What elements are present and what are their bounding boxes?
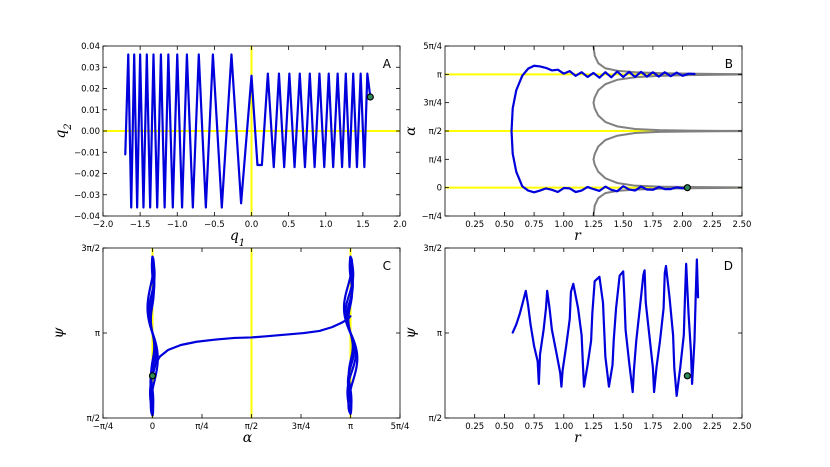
gray-boundary-curve bbox=[592, 130, 743, 189]
x-tick-label: 2.0 bbox=[393, 220, 407, 230]
panel-label: C bbox=[383, 259, 391, 273]
x-tick-label: 2.25 bbox=[703, 422, 722, 432]
gray-boundary-curve bbox=[592, 45, 743, 76]
y-tick-label: 3π/2 bbox=[81, 244, 100, 254]
y-tick-label: 0.00 bbox=[81, 127, 100, 137]
end-point-marker bbox=[148, 372, 157, 380]
end-point-marker bbox=[366, 93, 374, 101]
x-tick-label: −1.0 bbox=[167, 220, 188, 230]
y-tick-label: π bbox=[437, 70, 442, 80]
x-tick-label: 3π/4 bbox=[292, 422, 311, 432]
x-tick-label: 1.00 bbox=[554, 422, 573, 432]
y-tick-label: 0 bbox=[437, 184, 442, 194]
y-tick-label: 5π/4 bbox=[423, 42, 442, 52]
x-tick-label: 2.25 bbox=[703, 220, 722, 230]
y-tick-label: π bbox=[437, 329, 442, 339]
series-line-r-alpha bbox=[510, 64, 696, 194]
x-tick-label: 0.75 bbox=[525, 220, 544, 230]
x-tick-label: 1.75 bbox=[643, 220, 662, 230]
y-axis-label: q2 bbox=[53, 123, 74, 138]
x-tick-label: 1.75 bbox=[643, 422, 662, 432]
y-tick-label: 0.02 bbox=[81, 85, 100, 95]
x-axis-label: α bbox=[243, 430, 253, 446]
oscillation-bundle-line bbox=[347, 255, 354, 415]
x-tick-label: 0.0 bbox=[245, 220, 259, 230]
y-tick-label: π/4 bbox=[429, 155, 442, 165]
y-axis-label: α bbox=[403, 126, 419, 136]
panel-d: 0.25 0.50 0.75 1.00 1.25 1.50 1.75 2.00 2.25 2.50… bbox=[403, 244, 751, 446]
y-tick-label: π/2 bbox=[429, 127, 442, 137]
x-tick-label: −0.5 bbox=[204, 220, 225, 230]
end-point-marker bbox=[683, 372, 691, 380]
x-tick-label: 1.25 bbox=[584, 422, 603, 432]
panel-label: B bbox=[725, 57, 733, 71]
x-tick-label: 2.50 bbox=[733, 220, 752, 230]
x-axis-label: r bbox=[574, 228, 582, 244]
panel-label: A bbox=[383, 57, 392, 71]
x-tick-label: 1.50 bbox=[614, 220, 633, 230]
x-tick-label: 2.00 bbox=[673, 220, 692, 230]
y-tick-label: π bbox=[95, 329, 100, 339]
panel-label: D bbox=[724, 259, 733, 273]
x-axis-label: r bbox=[574, 430, 582, 446]
series-line-alpha-psi bbox=[151, 315, 352, 377]
y-tick-label: 3π/4 bbox=[423, 99, 442, 109]
x-tick-label: 0.25 bbox=[465, 422, 484, 432]
x-tick-label: 0.75 bbox=[525, 422, 544, 432]
x-tick-label: 0.5 bbox=[282, 220, 296, 230]
x-tick-label: 0 bbox=[150, 422, 155, 432]
end-point-marker bbox=[683, 184, 691, 192]
x-tick-label: 0.25 bbox=[465, 220, 484, 230]
y-tick-label: π/2 bbox=[87, 414, 100, 424]
x-tick-label: 1.5 bbox=[356, 220, 370, 230]
x-tick-label: 1.0 bbox=[319, 220, 333, 230]
x-tick-label: 0.50 bbox=[495, 220, 514, 230]
y-tick-label: π/2 bbox=[429, 414, 442, 424]
gray-boundary-curve bbox=[592, 73, 743, 132]
oscillation-bundle-line bbox=[149, 255, 156, 417]
y-tick-label: 3π/2 bbox=[423, 244, 442, 254]
x-tick-label: 2.00 bbox=[673, 422, 692, 432]
panel-b: 0.25 0.50 0.75 1.00 1.25 1.50 1.75 2.00 2.25 2.50… bbox=[403, 42, 751, 244]
x-tick-label: π bbox=[348, 422, 353, 432]
x-tick-label: 1.25 bbox=[584, 220, 603, 230]
panel-a: −2.0 −1.5 −1.0 −0.5 0.0 0.5 1.0 1.5 2.0 −0.04 −0.0… bbox=[53, 42, 407, 249]
y-tick-label: −π/4 bbox=[421, 212, 442, 222]
x-tick-label: π/2 bbox=[245, 422, 258, 432]
x-tick-label: −π/4 bbox=[93, 422, 114, 432]
y-tick-label: −0.04 bbox=[74, 212, 100, 222]
panel-c: −π/4 0 π/4 π/2 3π/4 π 5π/4 π/2 π 3π/2 Cα ψ bbox=[51, 244, 409, 446]
y-tick-label: −0.01 bbox=[74, 148, 100, 158]
y-axis-label: ψ bbox=[51, 326, 67, 338]
series-line-r-psi bbox=[511, 258, 700, 397]
x-tick-label: 0.50 bbox=[495, 422, 514, 432]
x-axis-label: q1 bbox=[230, 228, 245, 249]
y-tick-label: −0.03 bbox=[74, 191, 100, 201]
x-tick-label: −1.5 bbox=[130, 220, 151, 230]
y-tick-label: −0.02 bbox=[74, 170, 100, 180]
y-axis-label: ψ bbox=[403, 326, 419, 338]
gray-boundary-curve bbox=[592, 186, 743, 217]
x-tick-label: −2.0 bbox=[93, 220, 114, 230]
series-line-q1-q2 bbox=[124, 53, 372, 209]
x-tick-label: π/4 bbox=[195, 422, 208, 432]
y-tick-label: 0.03 bbox=[81, 63, 100, 73]
x-tick-label: 2.50 bbox=[733, 422, 752, 432]
x-tick-label: 5π/4 bbox=[391, 422, 410, 432]
y-tick-label: 0.04 bbox=[81, 42, 100, 52]
x-tick-label: 1.50 bbox=[614, 422, 633, 432]
x-tick-label: 1.00 bbox=[554, 220, 573, 230]
y-tick-label: 0.01 bbox=[81, 106, 100, 116]
